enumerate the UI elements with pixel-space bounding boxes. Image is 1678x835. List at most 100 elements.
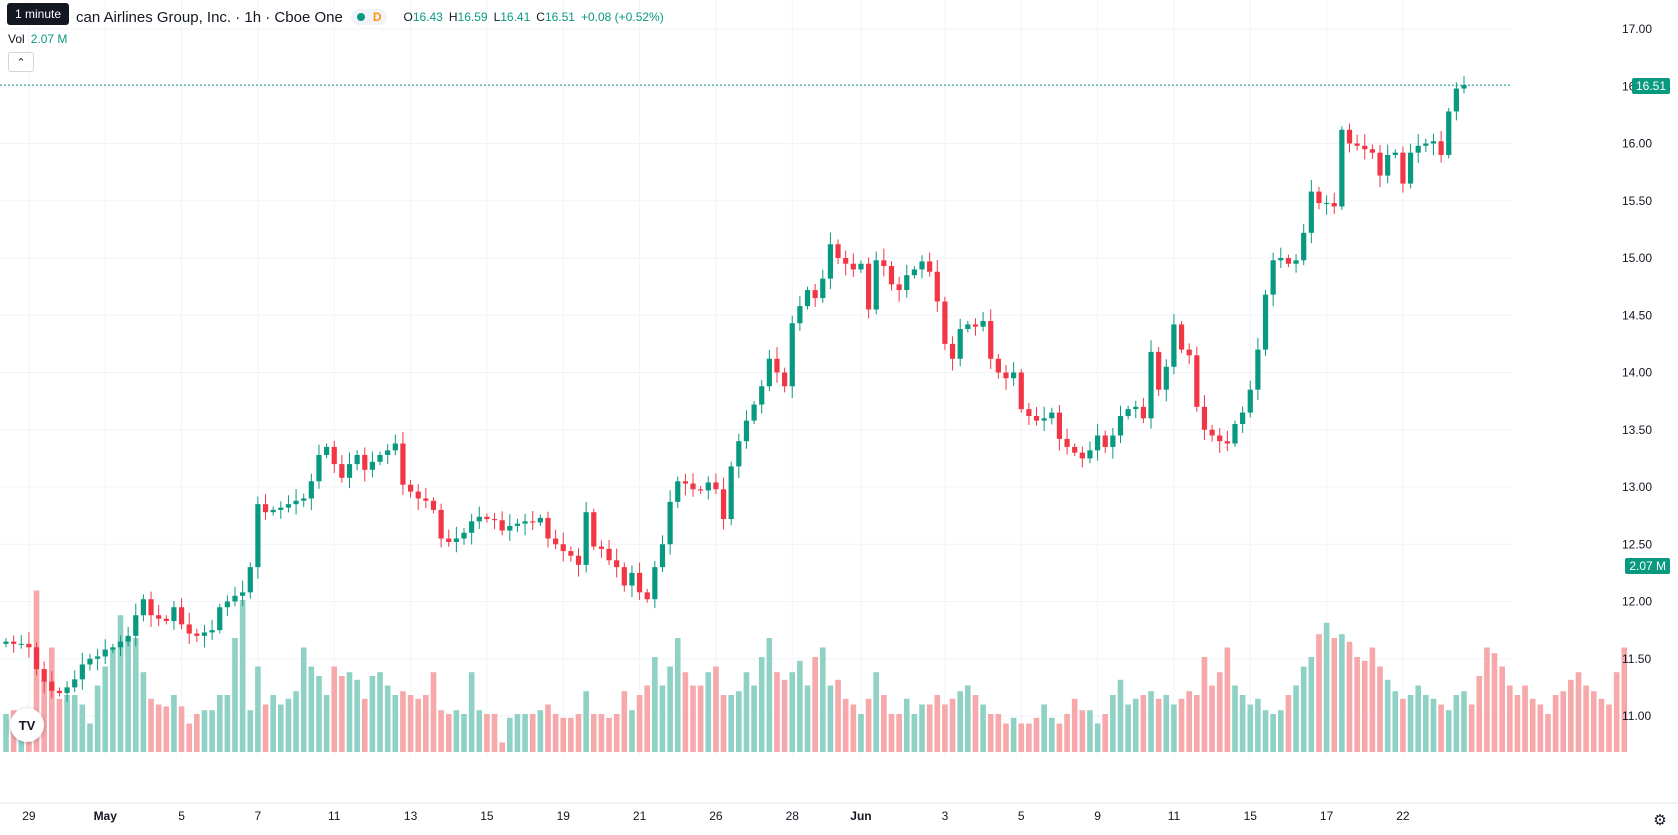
volume-bar xyxy=(1568,679,1574,752)
candle-body xyxy=(400,443,406,485)
candle-body xyxy=(1438,141,1444,155)
volume-bar xyxy=(285,698,292,752)
volume-bar xyxy=(613,714,620,752)
volume-value: 2.07 M xyxy=(30,32,68,46)
candle-body xyxy=(1125,409,1131,417)
volume-bar xyxy=(682,672,689,752)
candle-body xyxy=(1247,389,1253,413)
candle-body xyxy=(362,454,368,470)
volume-bar xyxy=(293,691,299,752)
candle-body xyxy=(1301,232,1307,261)
volume-bar xyxy=(148,698,154,752)
x-tick-label: 5 xyxy=(1018,809,1025,823)
candle-body xyxy=(438,509,444,539)
volume-bar xyxy=(552,714,559,752)
volume-bar xyxy=(705,672,712,752)
candle-body xyxy=(1011,372,1017,379)
candle-body xyxy=(949,343,956,359)
candle-body xyxy=(1285,258,1292,264)
x-tick-label: 28 xyxy=(786,809,800,823)
volume-bar xyxy=(1247,704,1254,752)
candle-body xyxy=(636,572,643,593)
volume-bar xyxy=(1003,723,1009,752)
volume-bar xyxy=(1293,685,1299,752)
candle-body xyxy=(568,551,574,556)
volume-bar xyxy=(377,672,383,752)
y-tick-label: 15.50 xyxy=(1622,194,1652,208)
volume-bar xyxy=(178,706,185,752)
candle-body xyxy=(1018,372,1024,410)
settings-gear-icon[interactable]: ⚙ xyxy=(1653,812,1667,829)
tradingview-logo-icon[interactable]: TV xyxy=(10,708,44,742)
volume-bar xyxy=(201,710,208,752)
candle-body xyxy=(56,690,63,694)
candle-body xyxy=(499,520,505,531)
market-status[interactable]: D xyxy=(350,9,388,25)
volume-bar xyxy=(1018,723,1025,752)
candle-body xyxy=(835,244,841,258)
candle-body xyxy=(583,512,589,565)
volume-bar xyxy=(1369,647,1376,752)
candle-body xyxy=(888,266,895,285)
volume-bar xyxy=(1316,634,1322,752)
volume-bar xyxy=(690,685,696,752)
symbol-title[interactable]: can Airlines Group, Inc. · 1h · Cboe One xyxy=(76,8,343,26)
volume-bar xyxy=(1155,698,1162,752)
candle-body xyxy=(545,517,551,539)
volume-bar xyxy=(87,723,93,752)
x-tick-label: 3 xyxy=(942,809,949,823)
volume-legend: Vol 2.07 M xyxy=(8,32,67,46)
volume-bar xyxy=(1514,695,1521,752)
candle-body xyxy=(591,512,597,547)
volume-bar xyxy=(430,672,437,752)
candle-body xyxy=(95,656,101,659)
candle-body xyxy=(965,324,971,329)
candle-body xyxy=(1026,409,1032,417)
candle-body xyxy=(881,260,887,267)
candle-body xyxy=(774,358,780,373)
candle-body xyxy=(942,301,948,344)
candle-body xyxy=(553,538,559,545)
volume-bar xyxy=(247,710,254,752)
x-tick-label: 26 xyxy=(709,809,723,823)
candle-body xyxy=(87,658,93,665)
candle-body xyxy=(1178,324,1185,350)
collapse-legend-button[interactable]: ⌃ xyxy=(8,52,34,72)
volume-bar xyxy=(1468,704,1475,752)
candle-body xyxy=(843,258,849,264)
close-key: C xyxy=(536,10,545,24)
candle-body xyxy=(171,607,177,621)
candle-body xyxy=(1232,424,1238,444)
volume-bar xyxy=(1384,679,1391,752)
volume-bar xyxy=(667,666,673,752)
volume-bar xyxy=(1606,704,1612,752)
volume-bar xyxy=(873,672,880,752)
volume-bar xyxy=(781,679,788,752)
candle-body xyxy=(240,592,246,596)
volume-bar xyxy=(1331,638,1338,752)
candle-body xyxy=(782,372,788,387)
candle-body xyxy=(1377,152,1383,176)
volume-bar xyxy=(1361,660,1368,752)
y-tick-label: 14.50 xyxy=(1622,308,1652,322)
volume-label[interactable]: Vol xyxy=(8,32,25,46)
candle-body xyxy=(1049,412,1055,419)
candle-body xyxy=(690,483,696,490)
candle-body xyxy=(850,263,856,270)
y-tick-label: 11.50 xyxy=(1622,652,1651,666)
candle-body xyxy=(682,481,688,484)
volume-bar xyxy=(1507,685,1513,752)
volume-bar xyxy=(1285,695,1292,752)
volume-bar xyxy=(163,706,170,752)
volume-bar xyxy=(545,704,551,752)
volume-bar xyxy=(598,714,605,752)
open-key: O xyxy=(403,10,413,24)
delayed-badge: D xyxy=(372,10,382,24)
candle-body xyxy=(461,532,467,539)
x-tick-label: 11 xyxy=(328,809,341,823)
volume-bar xyxy=(1590,691,1597,752)
candle-body xyxy=(1217,435,1223,442)
volume-bar xyxy=(903,698,910,752)
volume-bar xyxy=(713,666,719,752)
